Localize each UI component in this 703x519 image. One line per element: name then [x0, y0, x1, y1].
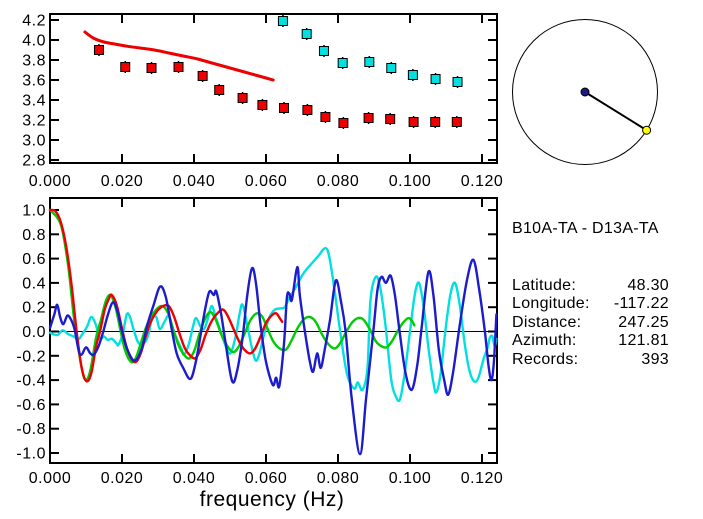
info-label: Latitude: — [512, 276, 577, 294]
y-tick-label: 3.2 — [22, 113, 46, 130]
info-value: 393 — [641, 350, 669, 368]
measured-dispersion-red-squares-point[interactable] — [257, 100, 268, 110]
y-tick-label: 0.2 — [22, 300, 46, 317]
y-tick-label: 3.6 — [22, 73, 46, 90]
info-label: Azimuth: — [512, 332, 577, 349]
measured-dispersion-red-squares-point[interactable] — [320, 112, 331, 122]
y-tick-label: 3.0 — [22, 133, 46, 150]
x-tick-label: 0.120 — [461, 173, 504, 190]
plot-border — [49, 13, 498, 164]
x-tick-label: 0.080 — [317, 173, 360, 190]
x-tick-label: 0.100 — [389, 470, 432, 487]
x-tick-label: 0.000 — [29, 470, 72, 487]
measured-dispersion-red-squares-point[interactable] — [173, 62, 184, 72]
great-circle-outline — [512, 19, 658, 165]
x-tick-label: 0.020 — [101, 470, 144, 487]
info-value: -117.22 — [613, 295, 669, 312]
measured-dispersion-red-squares-point[interactable] — [120, 62, 131, 72]
measured-dispersion-red-squares-point[interactable] — [93, 45, 104, 55]
measured-dispersion-cyan-squares-point[interactable] — [364, 57, 375, 67]
measured-dispersion-red-squares-point[interactable] — [385, 114, 396, 124]
x-tick-label: 0.020 — [101, 173, 144, 190]
measured-dispersion-cyan-squares-point[interactable] — [452, 77, 463, 87]
measured-dispersion-cyan-squares-point[interactable] — [386, 63, 397, 73]
x-tick-label: 0.000 — [29, 173, 72, 190]
y-tick-label: 0.4 — [22, 275, 46, 292]
measured-dispersion-red-squares-point[interactable] — [451, 117, 462, 127]
y-tick-label: -0.2 — [16, 348, 46, 365]
measured-dispersion-red-squares-point[interactable] — [302, 105, 313, 115]
measured-dispersion-red-squares-point[interactable] — [279, 103, 289, 113]
y-tick-label: 0.0 — [22, 324, 46, 341]
station-info-row: Longitude: -117.22 — [512, 295, 669, 314]
azimuth-line — [584, 91, 648, 132]
waveform-red — [48, 208, 284, 383]
y-tick-label: 4.0 — [22, 33, 46, 50]
measured-dispersion-cyan-squares-point[interactable] — [301, 29, 312, 39]
x-tick-label: 0.120 — [461, 470, 504, 487]
waveform-plot[interactable]: 0.000 0.020 0.040 0.060 0.080 0.100 0.120 -1.0 -… — [16, 197, 504, 487]
info-value: 247.25 — [618, 313, 669, 331]
y-tick-label: 3.8 — [22, 53, 46, 70]
x-tick-label: 0.040 — [173, 173, 216, 190]
station-info-row: Azimuth: 121.81 — [512, 332, 669, 351]
y-tick-label: -0.4 — [16, 373, 46, 390]
info-value: 48.30 — [627, 276, 669, 294]
measured-dispersion-red-squares-point[interactable] — [237, 93, 248, 103]
waveform-blue — [48, 258, 498, 456]
info-label: Longitude: — [512, 295, 590, 312]
plot-border — [49, 197, 498, 464]
x-tick-label: 0.080 — [317, 470, 360, 487]
measured-dispersion-cyan-squares-point[interactable] — [430, 74, 441, 84]
y-tick-label: -1.0 — [16, 446, 46, 463]
measured-dispersion-red-squares-point[interactable] — [214, 85, 225, 95]
measured-dispersion-cyan-squares-point[interactable] — [407, 70, 418, 80]
y-tick-label: 0.6 — [22, 251, 46, 268]
y-tick-label: -0.6 — [16, 397, 46, 414]
x-tick-label: 0.040 — [173, 470, 216, 487]
measured-dispersion-red-squares-point[interactable] — [146, 63, 157, 73]
station-info-row: Latitude: 48.30 — [512, 277, 669, 296]
x-tick-label: 0.060 — [245, 470, 288, 487]
measured-dispersion-cyan-squares-point[interactable] — [318, 46, 329, 56]
measured-dispersion-cyan-squares-point[interactable] — [337, 58, 348, 68]
station-pair-title: B10A-TA - D13A-TA — [512, 220, 659, 237]
x-tick-label: 0.100 — [389, 173, 432, 190]
x-axis-title: frequency (Hz) — [200, 488, 345, 511]
x-tick-label: 0.060 — [245, 173, 288, 190]
station-info-row: Records: 393 — [512, 351, 669, 370]
reference-dispersion-curve — [83, 30, 275, 82]
remote-station-dot — [642, 125, 652, 135]
center-station-dot — [580, 87, 590, 97]
measured-dispersion-red-squares-point[interactable] — [408, 117, 419, 127]
waveform-green — [48, 208, 416, 382]
measured-dispersion-cyan-squares-point[interactable] — [277, 16, 288, 26]
y-tick-label: 2.8 — [22, 153, 46, 170]
station-info-panel: B10A-TA - D13A-TA Latitude: 48.30 Longitud… — [512, 183, 669, 406]
y-tick-label: 1.0 — [22, 203, 46, 220]
y-tick-label: -0.8 — [16, 421, 46, 438]
y-tick-label: 4.2 — [22, 13, 46, 30]
info-value: 121.81 — [618, 332, 669, 349]
y-tick-label: 3.4 — [22, 93, 46, 110]
azimuth-circle — [512, 19, 658, 165]
measured-dispersion-red-squares-point[interactable] — [430, 117, 441, 127]
measured-dispersion-red-squares-point[interactable] — [363, 113, 374, 123]
y-tick-label: 0.8 — [22, 227, 46, 244]
dispersion-plot[interactable]: 0.000 0.020 0.040 0.060 0.080 0.100 0.120 2.8 3.… — [22, 13, 503, 191]
measured-dispersion-red-squares-point[interactable] — [197, 71, 208, 81]
measured-dispersion-red-squares-point[interactable] — [338, 118, 349, 128]
station-info-row: Distance: 247.25 — [512, 314, 669, 333]
waveform-cyan — [48, 246, 498, 403]
info-label: Distance: — [512, 313, 582, 331]
info-label: Records: — [512, 350, 579, 368]
